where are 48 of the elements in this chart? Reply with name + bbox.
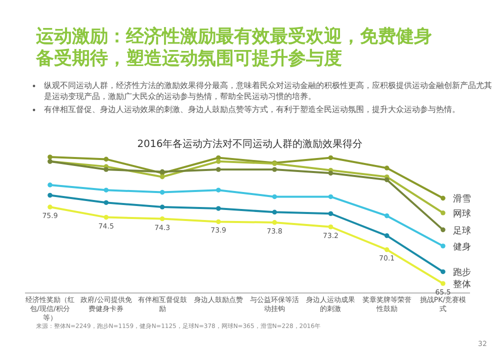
point [104,156,109,162]
point [384,177,390,182]
point [328,155,334,160]
point [440,269,446,274]
series-label: 跑步 [453,267,471,278]
point [384,247,390,252]
text: 纵观不同运动人群，经济性方法的激励效果得分最高，意味着民众对运动金融的积极性更高，应积极提供运动金融创新产品尤其是运动变现产品，激励广大民众的运动参与热情，帮助全民运动习惯的培养。 [43,80,493,102]
point [216,159,221,164]
point [48,204,52,210]
point [440,210,446,216]
point [328,194,334,200]
series-label: 滑雪 [453,194,471,205]
point [104,188,109,192]
point [384,233,390,238]
point [160,174,165,180]
point [328,211,334,216]
point [440,244,446,248]
chart-title: 运动激励：经济性激励最有效最受欢迎，免费健身备受期待，塑造运动氛围可提升参与度 [36,26,433,70]
point [48,182,52,188]
text: 有伴相互督促、身边人运动效果的刺激、身边人鼓励点赞等方式，有利于塑造全民运动氛围，提升大众运动参与热情。 [43,104,461,115]
point [216,167,221,172]
point [48,192,52,198]
point [440,196,446,201]
point [384,166,390,170]
point [272,194,277,200]
chart-subtitle: 2016年各运动方法对不同运动人群的激励效果得分 [136,138,364,151]
point [216,219,221,224]
point [328,224,334,230]
point [216,206,221,211]
series-label: 整体 [453,279,471,290]
point [216,188,221,192]
point [272,167,277,172]
point [272,210,277,215]
point [440,227,446,232]
point [160,204,165,210]
point [104,200,109,205]
point [48,154,52,160]
point [104,214,109,220]
point [384,213,390,218]
series-label: 健身 [453,241,471,252]
point [272,220,277,225]
point [104,167,109,172]
point [160,216,165,222]
series-label: 足球 [453,225,471,236]
point [160,190,165,195]
point [440,281,446,286]
point [328,170,334,176]
series-label: 网球 [453,208,471,220]
